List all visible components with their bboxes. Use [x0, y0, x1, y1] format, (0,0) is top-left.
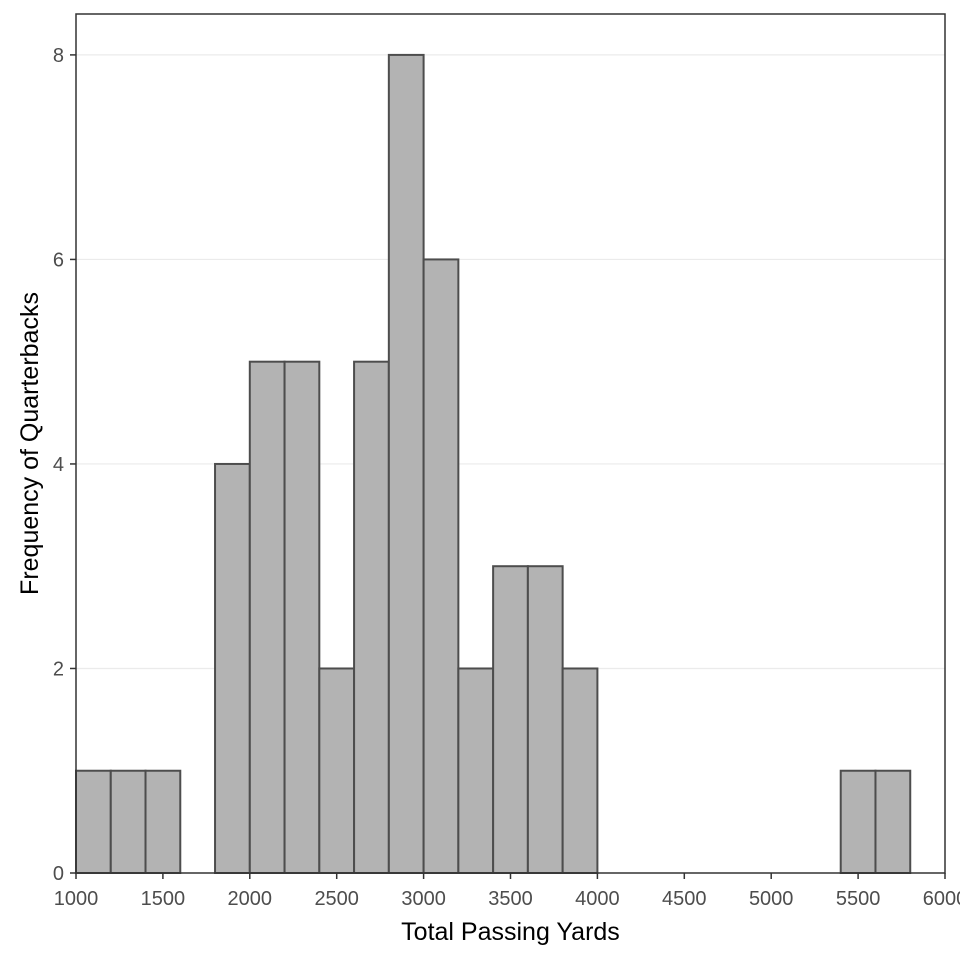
axes: 1000 1500 2000 2500 3000 3500 4000 4500 5000 5500…	[53, 45, 960, 910]
bar-1000-1200	[75, 769, 112, 874]
bar-2600-2800	[353, 360, 390, 874]
bar-2800-3000	[387, 53, 425, 874]
x-tick-label-3000: 3000	[401, 888, 446, 910]
y-tick-label-6: 6	[53, 249, 64, 271]
x-tick-label-4000: 4000	[575, 888, 620, 910]
bar-5400-5600	[839, 769, 877, 874]
bar-5600-5800	[874, 769, 912, 874]
x-tick-label-3500: 3500	[488, 888, 533, 910]
x-tick-label-1500: 1500	[141, 888, 186, 910]
bar-2200-2400	[283, 360, 321, 874]
x-tick-label-4500: 4500	[662, 888, 707, 910]
y-tick-label-8: 8	[53, 45, 64, 67]
x-tick-label-2000: 2000	[228, 888, 273, 910]
y-tick-label-0: 0	[53, 863, 64, 885]
bar-3200-3400	[457, 667, 495, 874]
x-tick-label-5000: 5000	[749, 888, 794, 910]
y-tick-label-2: 2	[53, 658, 64, 680]
bars	[75, 53, 912, 874]
bar-3400-3600	[492, 565, 529, 874]
y-axis-title: Frequency of Quarterbacks	[16, 292, 44, 595]
bar-3600-3800	[526, 565, 564, 874]
bar-2000-2200	[248, 360, 286, 874]
y-tick-label-4: 4	[53, 454, 64, 476]
bar-1800-2000	[214, 462, 251, 874]
bar-3800-4000	[561, 667, 599, 874]
bar-3000-3200	[422, 258, 460, 874]
x-tick-label-1000: 1000	[54, 888, 99, 910]
bar-1200-1400	[109, 769, 147, 874]
x-tick-label-5500: 5500	[836, 888, 881, 910]
bar-2400-2600	[318, 667, 356, 874]
x-tick-label-2500: 2500	[314, 888, 359, 910]
bar-1400-1600	[144, 769, 182, 874]
x-axis-title: Total Passing Yards	[401, 918, 620, 946]
